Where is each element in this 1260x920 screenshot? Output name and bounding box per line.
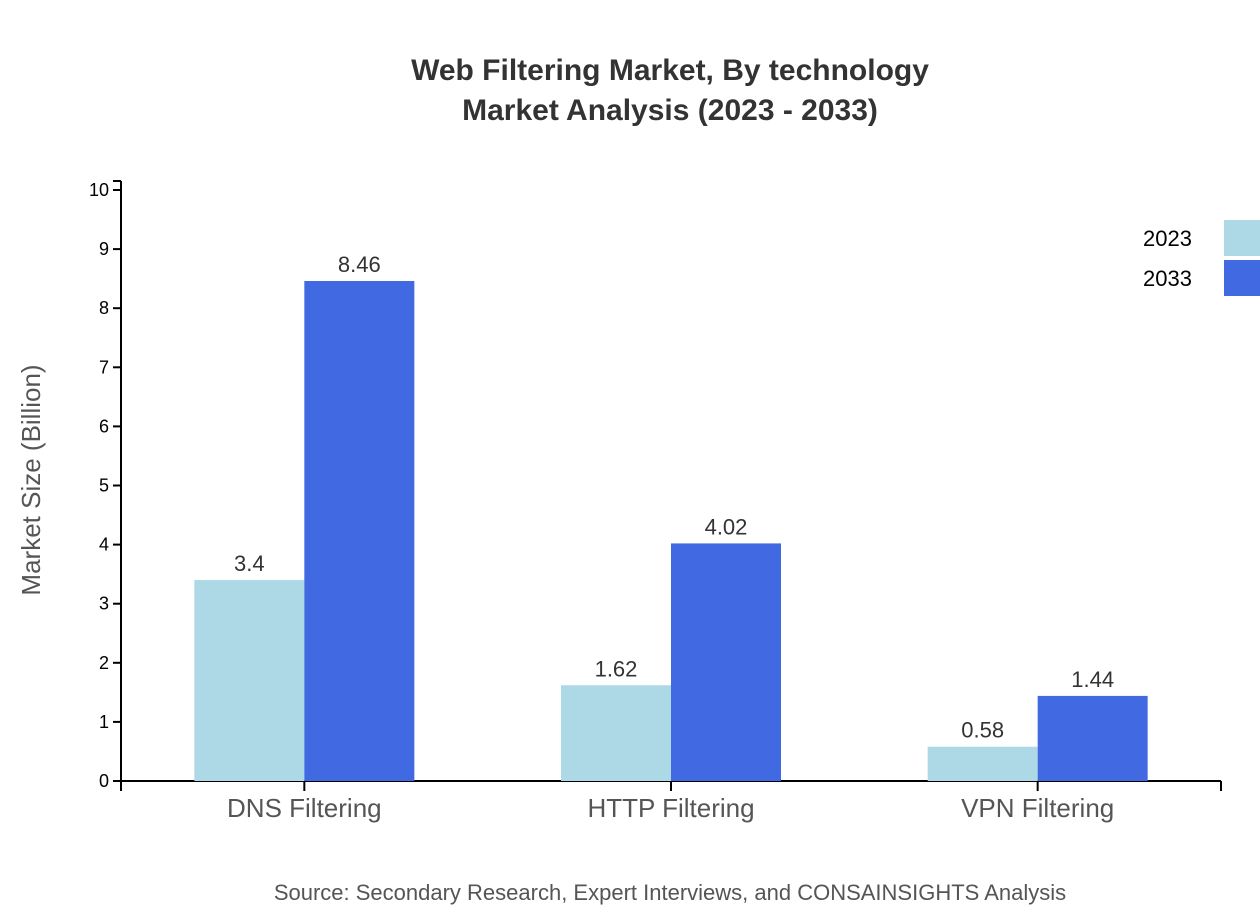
y-tick-label: 3 bbox=[99, 594, 109, 614]
x-tick-label: DNS Filtering bbox=[227, 793, 382, 823]
bar-2033 bbox=[1037, 695, 1148, 781]
bar-2033 bbox=[304, 281, 415, 781]
data-label: 3.4 bbox=[234, 551, 265, 576]
y-axis-label: Market Size (Billion) bbox=[16, 364, 46, 595]
legend-swatch-2033 bbox=[1224, 260, 1260, 296]
legend-label: 2033 bbox=[1143, 266, 1192, 291]
data-label: 4.02 bbox=[705, 514, 748, 539]
x-tick-label: HTTP Filtering bbox=[587, 793, 754, 823]
chart-title: Web Filtering Market, By technology bbox=[411, 54, 929, 87]
legend-label: 2023 bbox=[1143, 226, 1192, 251]
bar-2023 bbox=[194, 580, 305, 781]
y-tick-label: 5 bbox=[99, 476, 109, 496]
bar-2033 bbox=[671, 543, 781, 781]
y-tick-label: 2 bbox=[99, 653, 109, 673]
x-tick-label: VPN Filtering bbox=[961, 793, 1114, 823]
legend-swatch-2023 bbox=[1224, 220, 1260, 256]
chart-subtitle: Market Analysis (2023 - 2033) bbox=[462, 94, 878, 127]
y-tick-label: 0 bbox=[99, 771, 109, 791]
source-note: Source: Secondary Research, Expert Inter… bbox=[274, 880, 1066, 905]
y-tick-label: 1 bbox=[99, 712, 109, 732]
data-label: 8.46 bbox=[338, 252, 381, 277]
bar-2023 bbox=[927, 746, 1038, 781]
y-tick-label: 7 bbox=[99, 357, 109, 377]
data-label: 1.44 bbox=[1071, 667, 1114, 692]
y-tick-label: 4 bbox=[99, 535, 109, 555]
y-tick-label: 8 bbox=[99, 298, 109, 318]
y-tick-label: 6 bbox=[99, 416, 109, 436]
bar-2023 bbox=[561, 685, 671, 781]
y-tick-label: 9 bbox=[99, 239, 109, 259]
data-label: 1.62 bbox=[595, 656, 638, 681]
y-tick-label: 10 bbox=[89, 180, 109, 200]
data-label: 0.58 bbox=[961, 718, 1004, 743]
